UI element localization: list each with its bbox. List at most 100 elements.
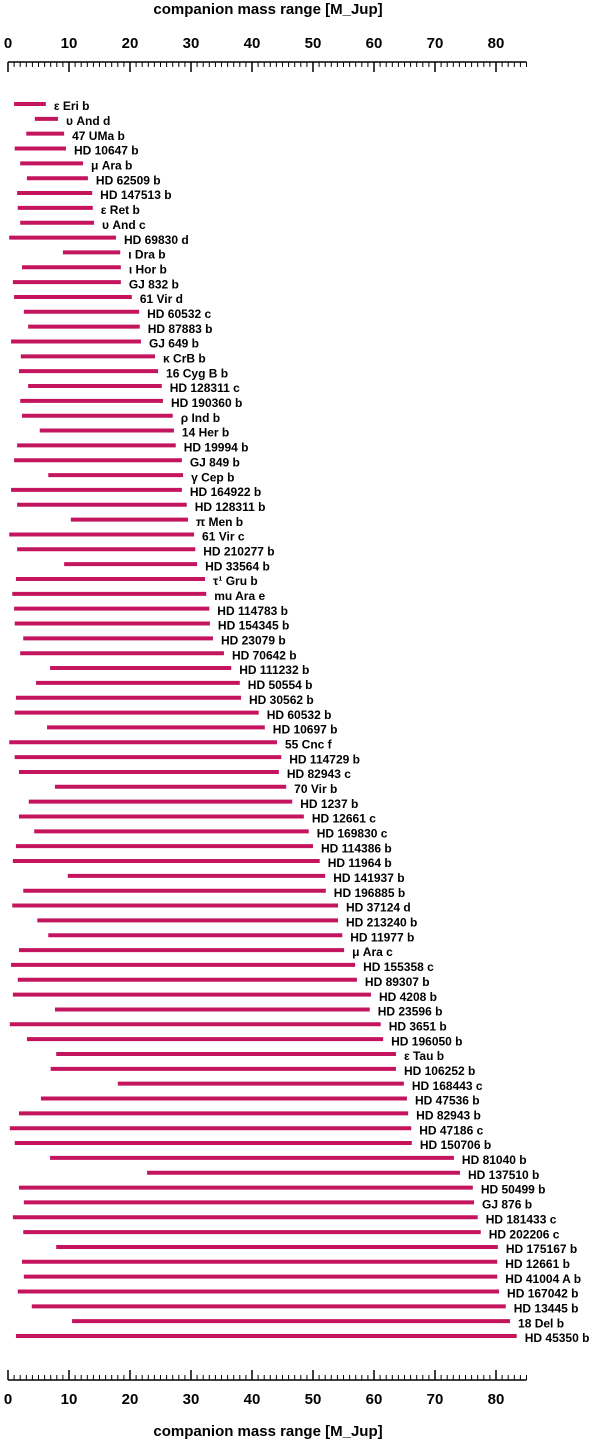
bar-label: HD 23596 b bbox=[378, 1005, 443, 1019]
x-tick-label: 80 bbox=[488, 35, 505, 52]
bar-label: HD 196885 b bbox=[334, 886, 405, 900]
x-tick-label: 40 bbox=[244, 35, 261, 52]
x-tick-label: 10 bbox=[61, 1391, 78, 1408]
bar-label: 61 Vir c bbox=[202, 530, 245, 544]
bar-label: 18 Del b bbox=[518, 1316, 564, 1330]
bar-label: HD 3651 b bbox=[389, 1019, 447, 1033]
x-tick-label: 40 bbox=[244, 1391, 261, 1408]
x-tick-label: 0 bbox=[4, 1391, 12, 1408]
bar-label: κ CrB b bbox=[163, 352, 206, 366]
bar-label: 61 Vir d bbox=[140, 292, 183, 306]
bar-label: ι Hor b bbox=[129, 262, 167, 276]
bar-label: HD 111232 b bbox=[239, 663, 309, 677]
bar-label: HD 202206 c bbox=[489, 1227, 560, 1241]
x-tick-label: 50 bbox=[305, 1391, 322, 1408]
bar-label: HD 33564 b bbox=[205, 559, 270, 573]
bar-label: HD 155358 c bbox=[363, 960, 434, 974]
bar-label: HD 12661 b bbox=[505, 1257, 570, 1271]
bar-label: HD 168443 c bbox=[412, 1079, 483, 1093]
bar-label: GJ 649 b bbox=[149, 337, 199, 351]
bar-label: GJ 849 b bbox=[190, 455, 240, 469]
bar-label: HD 114783 b bbox=[217, 604, 288, 618]
bar-label: HD 114386 b bbox=[321, 841, 392, 855]
x-tick-label: 70 bbox=[427, 1391, 444, 1408]
bar-label: HD 45350 b bbox=[525, 1331, 590, 1345]
x-tick-label: 60 bbox=[366, 1391, 383, 1408]
bar-label: HD 82943 b bbox=[416, 1109, 481, 1123]
bar-label: HD 47536 b bbox=[415, 1094, 480, 1108]
x-tick-label: 0 bbox=[4, 35, 12, 52]
x-tick-label: 20 bbox=[122, 35, 139, 52]
bar-label: μ Ara c bbox=[352, 945, 393, 959]
bar-label: HD 4208 b bbox=[379, 990, 437, 1004]
bar-label: HD 10647 b bbox=[74, 144, 139, 158]
x-tick-label: 60 bbox=[366, 35, 383, 52]
bar-label: HD 106252 b bbox=[404, 1064, 475, 1078]
bar-label: GJ 876 b bbox=[482, 1198, 532, 1212]
bar-label: ι Dra b bbox=[128, 248, 165, 262]
bar-label: HD 69830 d bbox=[124, 233, 189, 247]
bar-label: ε Tau b bbox=[404, 1049, 444, 1063]
x-tick-label: 80 bbox=[488, 1391, 505, 1408]
bar-label: HD 169830 c bbox=[317, 826, 388, 840]
x-tick-label: 30 bbox=[183, 35, 200, 52]
bar-label: HD 62509 b bbox=[96, 173, 161, 187]
bar-label: 47 UMa b bbox=[72, 129, 125, 143]
bar-label: HD 164922 b bbox=[190, 485, 261, 499]
bar-label: HD 147513 b bbox=[100, 188, 171, 202]
bar-label: HD 50499 b bbox=[481, 1183, 546, 1197]
bar-label: ε Eri b bbox=[54, 99, 90, 113]
bar-label: HD 114729 b bbox=[289, 752, 360, 766]
bar-label: HD 137510 b bbox=[468, 1168, 539, 1182]
bar-label: HD 19994 b bbox=[184, 441, 249, 455]
bar-label: HD 47186 c bbox=[419, 1123, 483, 1137]
bar-label: HD 190360 b bbox=[171, 396, 242, 410]
bar-label: HD 60532 c bbox=[147, 307, 211, 321]
bar-label: HD 128311 c bbox=[170, 381, 240, 395]
bar-label: HD 87883 b bbox=[148, 322, 213, 336]
x-tick-label: 10 bbox=[61, 35, 78, 52]
bar-label: HD 30562 b bbox=[249, 693, 314, 707]
bar-label: υ And c bbox=[102, 218, 146, 232]
x-axis-label: companion mass range [M_Jup] bbox=[153, 1423, 382, 1440]
bar-label: HD 37124 d bbox=[346, 901, 411, 915]
bar-label: 14 Her b bbox=[182, 426, 229, 440]
bar-label: HD 175167 b bbox=[506, 1242, 577, 1256]
bar-label: HD 150706 b bbox=[420, 1138, 491, 1152]
bar-label: HD 210277 b bbox=[203, 544, 274, 558]
bar-label: υ And d bbox=[66, 114, 110, 128]
bar-label: HD 11977 b bbox=[350, 930, 414, 944]
bar-label: HD 11964 b bbox=[328, 856, 392, 870]
bar-label: HD 213240 b bbox=[346, 916, 417, 930]
bar-label: γ Cep b bbox=[191, 470, 234, 484]
bar-label: HD 12661 c bbox=[312, 812, 376, 826]
bar-label: HD 60532 b bbox=[267, 708, 332, 722]
bar-label: HD 23079 b bbox=[221, 634, 286, 648]
bar-label: HD 89307 b bbox=[365, 975, 430, 989]
bar-label: τ¹ Gru b bbox=[213, 574, 258, 588]
bar-label: HD 141937 b bbox=[333, 871, 404, 885]
bar-label: HD 50554 b bbox=[248, 678, 313, 692]
bar-label: μ Ara b bbox=[91, 159, 132, 173]
bar-label: π Men b bbox=[196, 515, 243, 529]
bar-label: HD 128311 b bbox=[195, 500, 266, 514]
bar-label: 55 Cnc f bbox=[285, 737, 333, 751]
bar-label: HD 41004 A b bbox=[505, 1272, 581, 1286]
bar-label: HD 167042 b bbox=[507, 1287, 578, 1301]
bar-label: ε Ret b bbox=[101, 203, 140, 217]
bar-label: HD 81040 b bbox=[462, 1153, 527, 1167]
bar-label: HD 82943 c bbox=[287, 767, 351, 781]
bar-label: HD 13445 b bbox=[514, 1301, 579, 1315]
bar-label: HD 70642 b bbox=[232, 648, 297, 662]
bar-label: HD 10697 b bbox=[273, 723, 338, 737]
bar-label: 16 Cyg B b bbox=[166, 366, 228, 380]
chart-title: companion mass range [M_Jup] bbox=[153, 1, 382, 18]
x-tick-label: 30 bbox=[183, 1391, 200, 1408]
bar-label: HD 181433 c bbox=[486, 1212, 557, 1226]
bar-label: GJ 832 b bbox=[129, 277, 179, 291]
bar-label: HD 154345 b bbox=[218, 619, 289, 633]
x-tick-label: 70 bbox=[427, 35, 444, 52]
bar-label: HD 196050 b bbox=[391, 1034, 462, 1048]
